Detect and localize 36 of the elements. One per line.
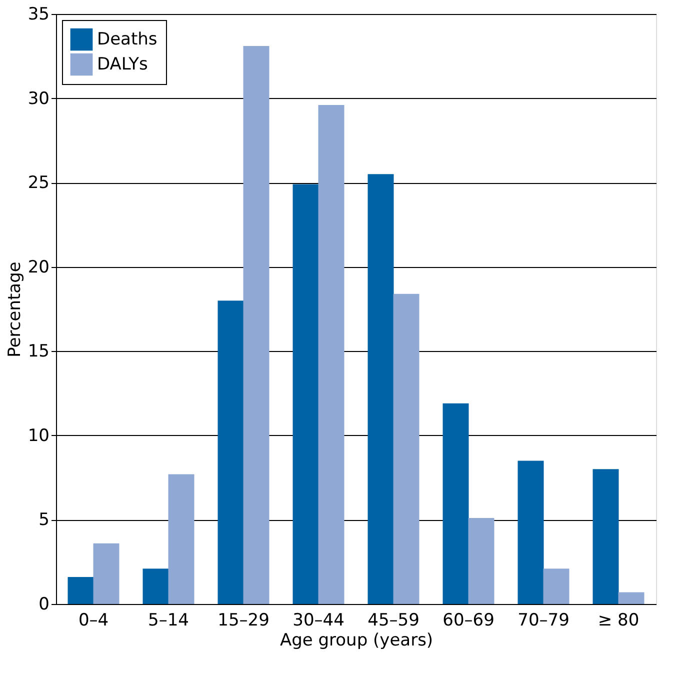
legend-label: DALYs [97,54,148,74]
y-tick-label: 35 [28,4,50,24]
x-tick-label: 70–79 [518,610,570,630]
bar [243,46,270,604]
bar [543,568,570,604]
y-tick-label: 10 [28,426,50,446]
y-tick-label: 15 [28,342,50,362]
bar [442,403,469,604]
bar [618,592,644,604]
bar [518,460,544,604]
y-axis-title: Percentage [4,262,25,358]
bar [218,300,244,604]
y-tick-label: 30 [28,88,50,109]
x-tick-label: 60–69 [442,610,494,630]
y-tick-label: 5 [38,510,50,530]
y-tick-label: 25 [28,173,50,194]
x-tick-label: ≥ 80 [598,610,640,630]
y-tick-label: 0 [38,594,50,614]
x-tick-label: 15–29 [218,610,270,630]
x-tick-label: 5–14 [148,610,189,630]
bar [368,174,394,604]
bar [142,568,169,604]
bar [393,294,420,604]
x-axis-title: Age group (years) [280,630,434,650]
x-tick-label: 0–4 [78,610,109,630]
bar [168,474,194,604]
bar [468,518,494,604]
bar [592,469,619,604]
bar [292,184,319,604]
x-tick-label: 45–59 [368,610,420,630]
bar [318,105,344,604]
y-tick-label: 20 [28,257,50,278]
legend-label: Deaths [97,30,158,50]
bar [68,577,94,604]
bar [93,543,120,604]
x-tick-label: 30–44 [292,610,344,630]
